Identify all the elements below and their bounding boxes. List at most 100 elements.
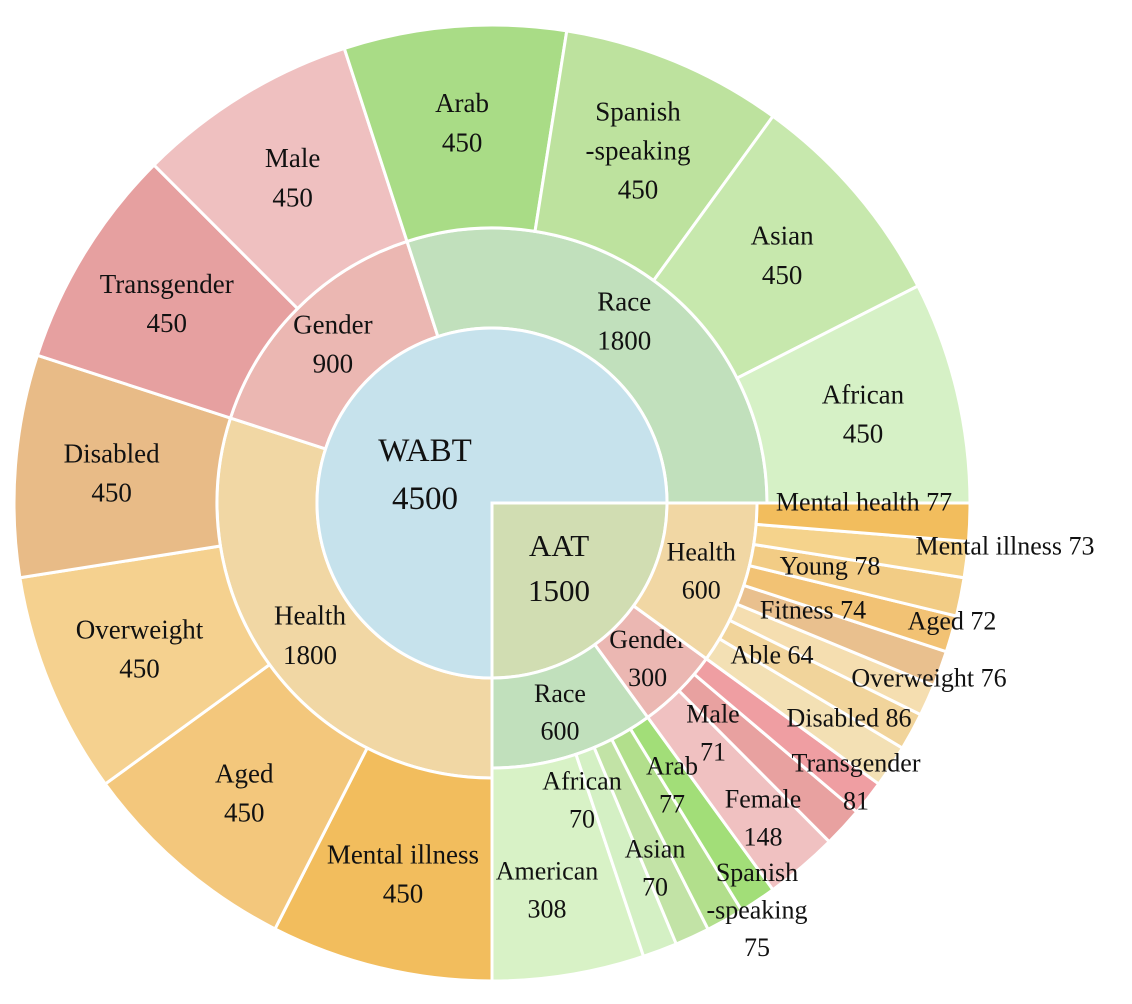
aat-item-race-american-label-line: American — [496, 857, 599, 886]
wabt-category-race-label: Race 1800 — [597, 286, 651, 355]
wabt-item-mental-illness-label-line: Mental illness — [327, 839, 479, 869]
wabt-item-mental-illness-label: Mental illness 450 — [327, 839, 479, 908]
aat-item-health-aged-label-line: Aged 72 — [908, 607, 997, 636]
wabt-item-male-label-line: 450 — [272, 182, 313, 212]
wabt-item-overweight-label-line: Overweight — [76, 614, 204, 644]
aat-item-race-asian-label: Asian 70 — [625, 835, 686, 902]
aat-item-transgender — [676, 672, 859, 844]
aat-item-gender-female-label-line: 148 — [744, 822, 783, 851]
wabt-item-spanish-speaking-label: Spanish -speaking 450 — [586, 96, 691, 204]
wabt-item-transgender-label-line: Transgender — [100, 269, 234, 299]
aat-item-health-disabled-label: Disabled 86 — [787, 704, 912, 733]
aat-item-health-young-label: Young 78 — [780, 552, 881, 581]
wabt-item-aged-label-line: 450 — [224, 798, 265, 828]
aat-item-race-african-label-line: African — [542, 767, 621, 796]
wabt-item-overweight-label-line: 450 — [119, 654, 160, 684]
aat-item-race-spanish-speaking-label: Spanish -speaking 75 — [706, 858, 807, 962]
aat-item-race-arab-label: Arab 77 — [646, 752, 698, 819]
aat-item-race-spanish-speaking-label-line: 75 — [744, 933, 770, 962]
aat-item-health-fitness-label: Fitness 74 — [760, 596, 866, 625]
aat-item-health-able-label-line: Able 64 — [730, 641, 813, 670]
aat-item-asian — [592, 737, 711, 947]
aat-category-health-label: Health 600 — [667, 538, 736, 605]
aat-item-race-african-label-line: 70 — [569, 804, 595, 833]
wabt-center-label-line: 4500 — [392, 481, 458, 517]
aat-item-race-asian-label-line: Asian — [625, 835, 686, 864]
aat-item-gender-female-label: Female 148 — [725, 785, 802, 852]
wabt-item-disabled-label: Disabled 450 — [64, 438, 160, 507]
aat-category-race-label-line: Race — [534, 679, 586, 708]
aat-category-health-label-line: Health — [667, 538, 736, 567]
wabt-item-spanish-speaking-label-line: -speaking — [586, 136, 691, 166]
aat-item-health-able-label: Able 64 — [730, 641, 813, 670]
aat-item-aged — [734, 583, 949, 688]
wabt-item-disabled-label-line: 450 — [91, 478, 132, 508]
wabt-item-aged-label-line: Aged — [215, 759, 274, 789]
aat-item-health-aged-label: Aged 72 — [908, 607, 997, 636]
aat-center-label-line: AAT — [529, 528, 589, 563]
aat-item-male — [692, 656, 881, 815]
aat-item-health-disabled-label-line: Disabled 86 — [787, 704, 912, 733]
wabt-item-asian-label: Asian 450 — [751, 221, 814, 290]
aat-item-arab — [609, 726, 744, 932]
aat-category-gender-label-line: 300 — [628, 663, 667, 692]
wabt-item-disabled-label-line: Disabled — [64, 438, 160, 468]
wabt-item-aged-label: Aged 450 — [215, 759, 274, 828]
aat-item-gender-male-label-line: Male — [686, 700, 739, 729]
wabt-item-arab-label-line: Arab — [435, 88, 489, 118]
aat-item-race-american-label: American 308 — [496, 857, 599, 924]
aat-category-health-label-line: 600 — [682, 575, 721, 604]
wabt-item-male-label: Male 450 — [265, 143, 320, 212]
wabt-item-mental-illness-label-line: 450 — [383, 879, 424, 909]
aat-item-race-african-label: African 70 — [542, 767, 621, 834]
wabt-item-overweight-label: Overweight 450 — [76, 614, 204, 683]
aat-item-race-american-label-line: 308 — [528, 894, 567, 923]
aat-item-mental-health — [754, 501, 972, 544]
wabt-item-spanish-speaking-label-line: 450 — [618, 175, 659, 205]
aat-item-health-overweight-label: Overweight 76 — [851, 664, 1006, 693]
aat-item-health-mental-illness-label-line: Mental illness 73 — [915, 532, 1094, 561]
aat-item-health-overweight-label-line: Overweight 76 — [851, 664, 1006, 693]
wabt-item-arab-label: Arab 450 — [435, 88, 489, 157]
aat-category-race-label: Race 600 — [534, 679, 586, 746]
wabt-item-african-label-line: 450 — [843, 419, 884, 449]
wabt-item-arab-label-line: 450 — [442, 127, 483, 157]
wabt-category-health-label-line: 1800 — [283, 640, 337, 670]
aat-item-health-mental-health-label: Mental health 77 — [776, 488, 952, 517]
aat-item-gender-male-label-line: 71 — [700, 737, 726, 766]
aat-item-gender-transgender-label-line: Transgender — [791, 749, 920, 778]
wabt-item-asian-label-line: Asian — [751, 221, 814, 251]
aat-item-gender-female-label-line: Female — [725, 785, 802, 814]
aat-item-gender-male-label: Male 71 — [686, 700, 739, 767]
wabt-item-transgender-label-line: 450 — [146, 308, 187, 338]
aat-item-american — [490, 752, 646, 983]
wabt-category-race-label-line: 1800 — [597, 326, 651, 356]
aat-center-label-line: 1500 — [528, 573, 590, 608]
aat-item-health-mental-health-label-line: Mental health 77 — [776, 488, 952, 517]
aat-category-race-label-line: 600 — [540, 717, 579, 746]
aat-item-health-fitness-label-line: Fitness 74 — [760, 596, 866, 625]
aat-item-gender-transgender-label: Transgender 81 — [791, 749, 920, 816]
aat-center-label: AAT 1500 — [528, 528, 590, 608]
aat-item-health-mental-illness-label: Mental illness 73 — [915, 532, 1094, 561]
wabt-item-spanish-speaking-label-line: Spanish — [595, 96, 681, 126]
wabt-category-health-label-line: Health — [274, 601, 346, 631]
aat-item-fitness — [741, 563, 959, 654]
wabt-item-male-label-line: Male — [265, 143, 320, 173]
wabt-item-asian-label-line: 450 — [762, 260, 803, 290]
aat-item-african — [574, 745, 679, 959]
aat-item-race-arab-label-line: 77 — [659, 789, 685, 818]
aat-item-race-spanish-speaking-label-line: -speaking — [706, 896, 807, 925]
wabt-category-gender-label-line: 900 — [313, 348, 354, 378]
aat-item-race-arab-label-line: Arab — [646, 752, 698, 781]
wabt-item-african-label: African 450 — [822, 379, 905, 448]
aat-item-race-spanish-speaking-label-line: Spanish — [716, 858, 798, 887]
aat-item-female — [645, 688, 832, 892]
wabt-center-label-line: WABT — [378, 433, 472, 469]
wabt-category-gender-label-line: Gender — [293, 309, 372, 339]
wabt-category-gender-label: Gender 900 — [293, 309, 372, 378]
wabt-item-african-label-line: African — [822, 379, 905, 409]
aat-item-health-young-label-line: Young 78 — [780, 552, 881, 581]
